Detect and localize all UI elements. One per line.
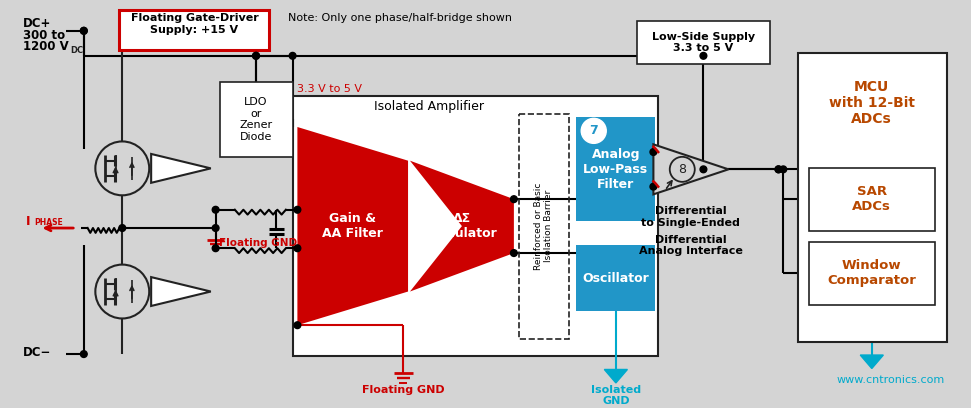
Bar: [809, 169, 935, 231]
Bar: [637, 21, 770, 64]
Polygon shape: [297, 127, 408, 325]
Bar: [577, 245, 655, 311]
Text: Reinforced or Basic
Isolation Barrier: Reinforced or Basic Isolation Barrier: [534, 182, 553, 270]
Text: Isolated Amplifier: Isolated Amplifier: [375, 100, 485, 113]
Circle shape: [511, 250, 518, 256]
Text: Differential
Analog Interface: Differential Analog Interface: [639, 235, 743, 256]
Circle shape: [780, 166, 787, 173]
Circle shape: [289, 53, 296, 59]
Polygon shape: [860, 355, 884, 368]
Text: Low-Side Supply
3.3 to 5 V: Low-Side Supply 3.3 to 5 V: [652, 31, 755, 53]
Circle shape: [81, 351, 87, 357]
Circle shape: [511, 196, 518, 202]
Circle shape: [252, 53, 259, 59]
Circle shape: [775, 166, 782, 173]
Circle shape: [775, 166, 782, 173]
Text: Isolated
GND: Isolated GND: [590, 385, 641, 406]
Bar: [119, 10, 269, 50]
Circle shape: [213, 245, 219, 252]
Text: PHASE: PHASE: [34, 218, 62, 227]
Circle shape: [252, 53, 259, 59]
Circle shape: [582, 118, 606, 143]
Circle shape: [670, 157, 695, 182]
Text: 7: 7: [589, 124, 598, 137]
Circle shape: [650, 149, 656, 155]
Polygon shape: [604, 370, 627, 383]
Text: DC: DC: [70, 46, 84, 55]
Bar: [577, 118, 655, 221]
Bar: [220, 82, 292, 157]
Text: Differential
to Single-Ended: Differential to Single-Ended: [642, 206, 740, 228]
Circle shape: [294, 206, 301, 213]
Text: DC+: DC+: [23, 17, 51, 30]
Text: Floating GND: Floating GND: [218, 237, 296, 248]
Circle shape: [118, 225, 125, 231]
Text: Floating GND: Floating GND: [362, 385, 445, 395]
Text: LDO
or
Zener
Diode: LDO or Zener Diode: [240, 97, 273, 142]
Circle shape: [81, 27, 87, 34]
Polygon shape: [410, 161, 514, 292]
Text: Gain &
AA Filter: Gain & AA Filter: [321, 212, 383, 240]
Polygon shape: [653, 144, 728, 194]
Text: 1200 V: 1200 V: [23, 40, 69, 53]
Circle shape: [700, 166, 707, 173]
Text: 300 to: 300 to: [23, 29, 65, 42]
Circle shape: [294, 322, 301, 328]
Text: Floating Gate-Driver
Supply: +15 V: Floating Gate-Driver Supply: +15 V: [130, 13, 258, 35]
Circle shape: [213, 225, 219, 231]
Polygon shape: [151, 277, 211, 306]
Text: SAR
ADCs: SAR ADCs: [853, 185, 891, 213]
Text: DC−: DC−: [23, 346, 51, 359]
Text: Oscillator: Oscillator: [583, 272, 650, 284]
Text: 8: 8: [679, 163, 686, 176]
Text: MCU
with 12-Bit
ADCs: MCU with 12-Bit ADCs: [829, 80, 915, 126]
Text: Note: Only one phase/half-bridge shown: Note: Only one phase/half-bridge shown: [287, 13, 512, 24]
Bar: [798, 53, 947, 341]
Circle shape: [213, 206, 219, 213]
Circle shape: [294, 245, 301, 252]
Text: 3.3 V to 5 V: 3.3 V to 5 V: [297, 84, 362, 94]
Text: Analog
Low-Pass
Filter: Analog Low-Pass Filter: [584, 148, 649, 191]
Polygon shape: [151, 154, 211, 183]
Bar: [292, 96, 658, 356]
Bar: [519, 113, 569, 339]
Text: www.cntronics.com: www.cntronics.com: [837, 375, 945, 385]
Text: Window
Comparator: Window Comparator: [827, 259, 917, 287]
Circle shape: [81, 27, 87, 34]
Bar: [809, 242, 935, 305]
Text: ΔΣ
Modulator: ΔΣ Modulator: [426, 212, 498, 240]
Circle shape: [700, 53, 707, 59]
Circle shape: [650, 183, 656, 190]
Text: I: I: [26, 215, 30, 228]
